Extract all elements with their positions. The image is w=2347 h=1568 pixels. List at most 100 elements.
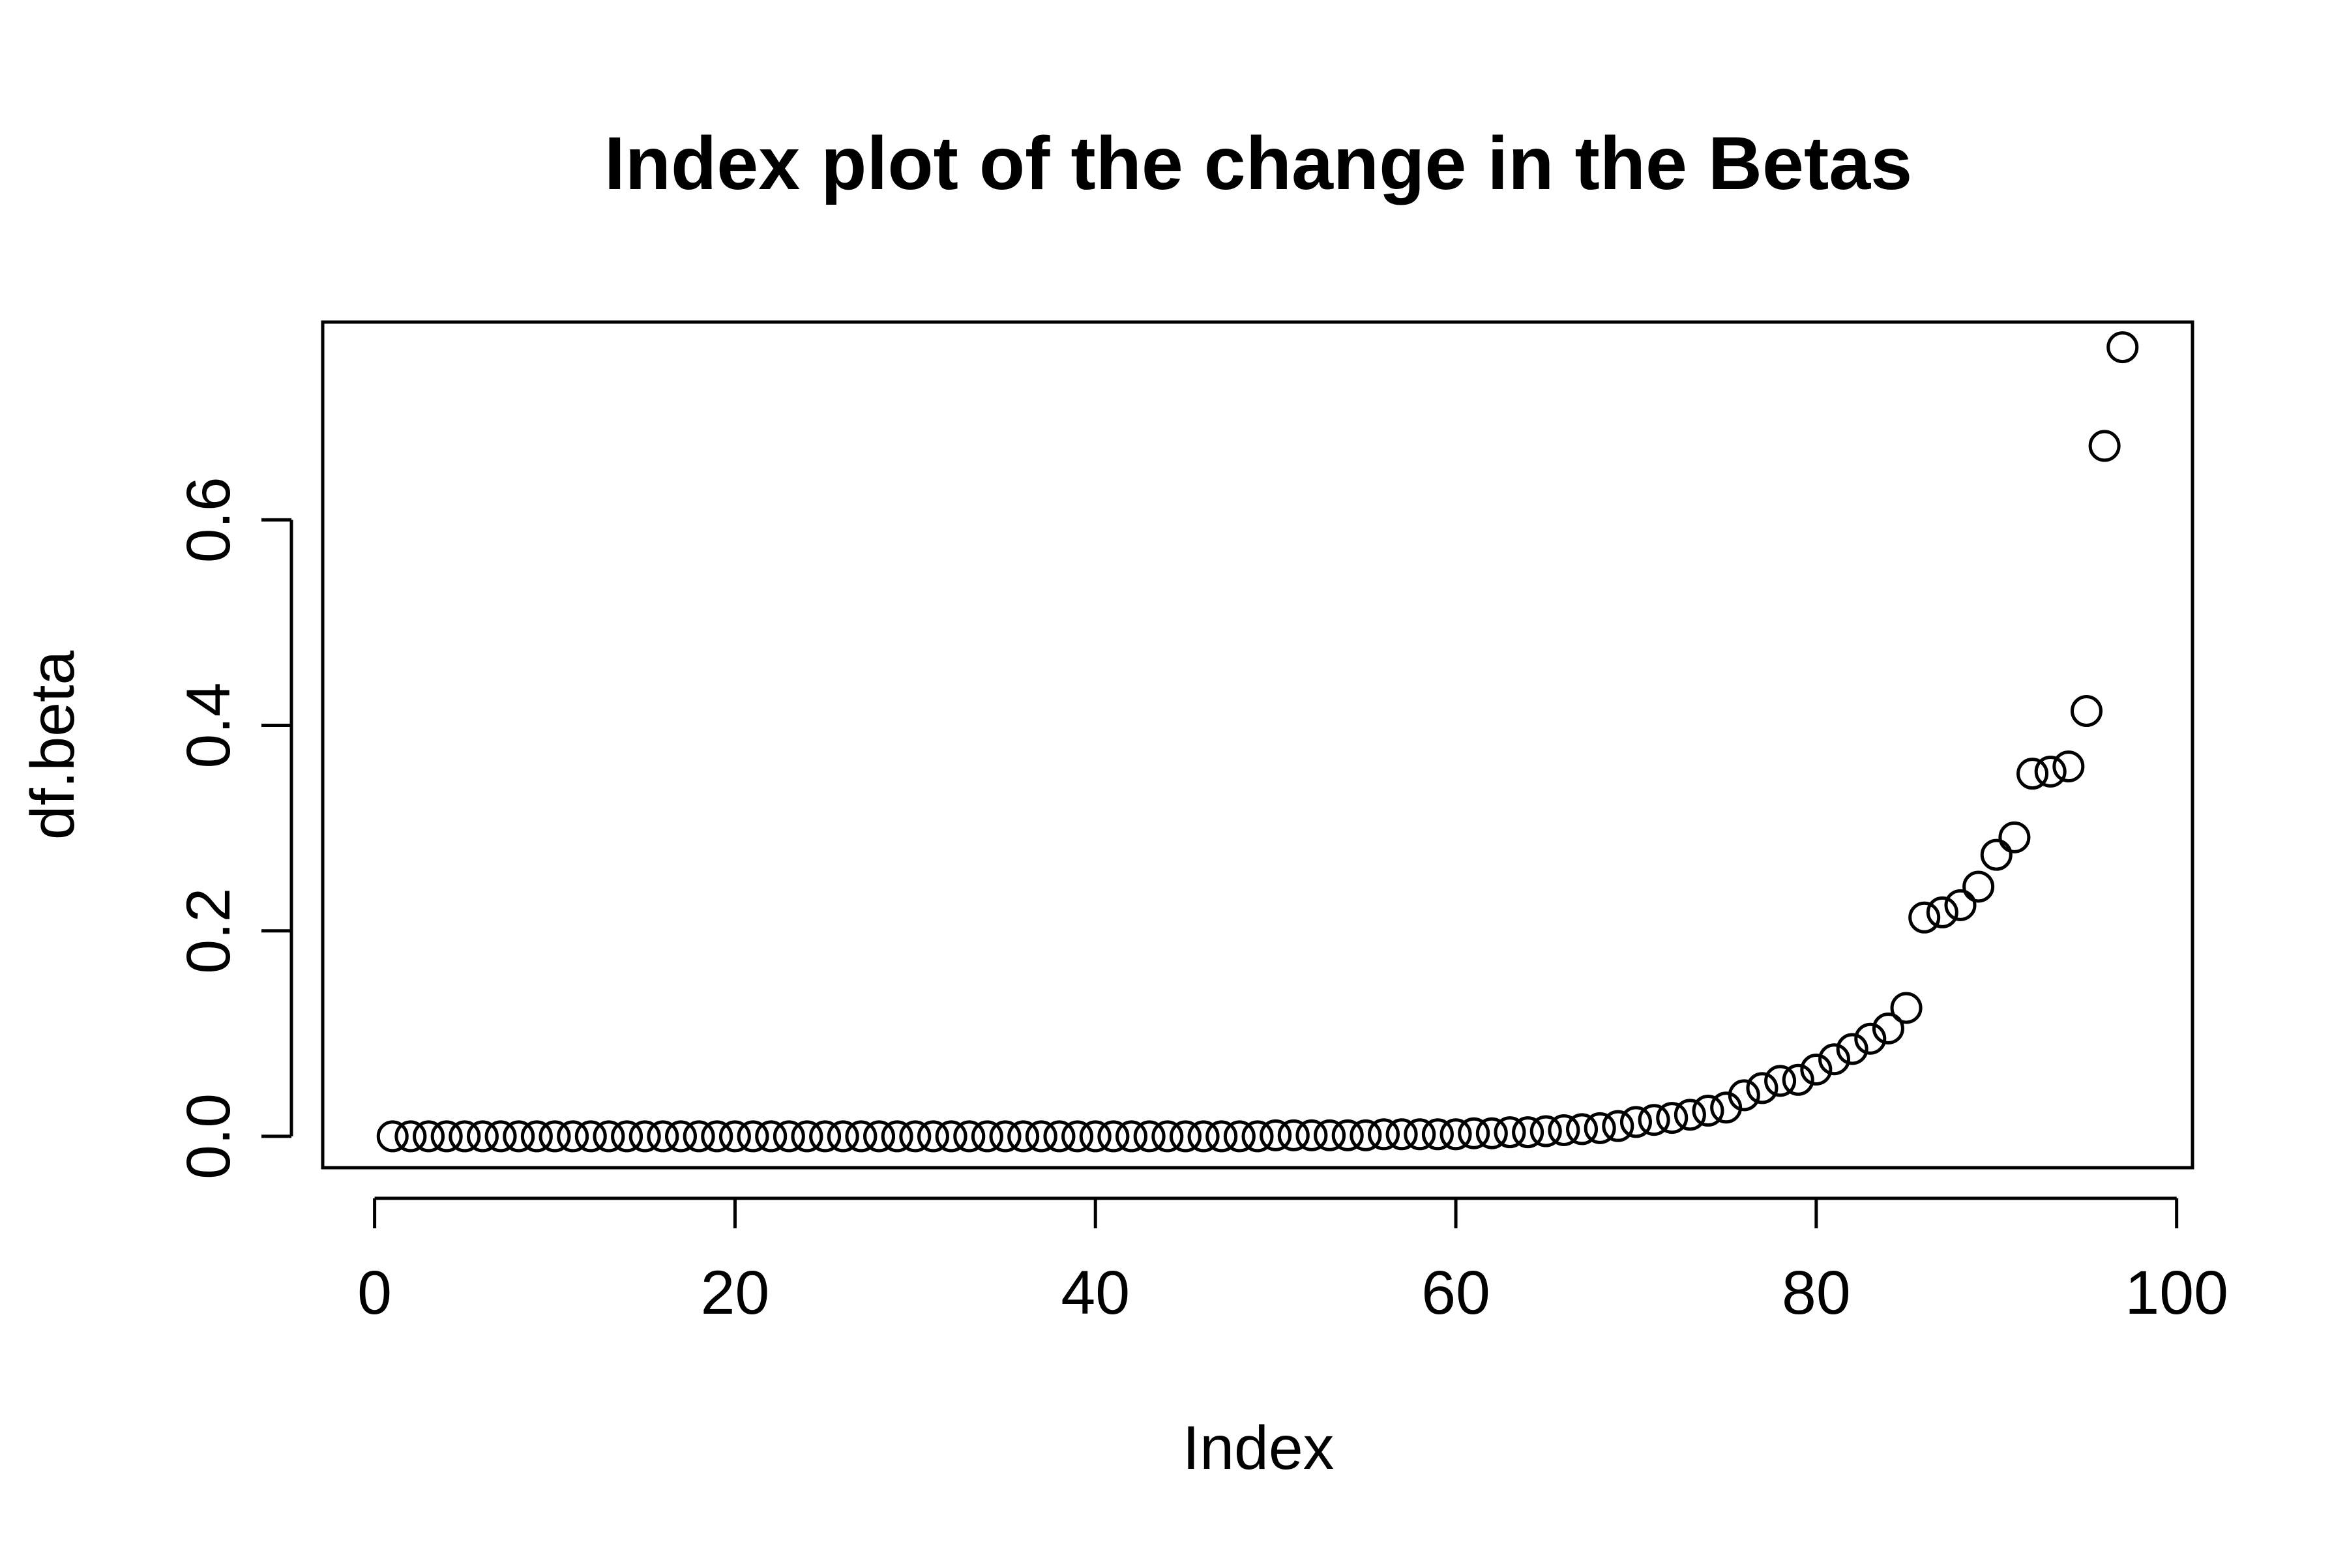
data-point bbox=[755, 1120, 788, 1153]
data-point bbox=[449, 1120, 481, 1153]
data-point bbox=[1205, 1120, 1238, 1153]
data-point bbox=[1800, 1053, 1833, 1086]
data-point bbox=[1097, 1120, 1130, 1153]
x-tick-label: 100 bbox=[2125, 1258, 2228, 1327]
data-point bbox=[413, 1120, 445, 1153]
data-point bbox=[1746, 1072, 1779, 1104]
data-point bbox=[1133, 1120, 1166, 1153]
data-points bbox=[376, 331, 2139, 1153]
data-point bbox=[1385, 1118, 1418, 1151]
data-point bbox=[664, 1120, 697, 1153]
data-point bbox=[1439, 1118, 1472, 1151]
data-point bbox=[557, 1120, 589, 1153]
data-point bbox=[593, 1120, 625, 1153]
data-point bbox=[1314, 1119, 1346, 1151]
data-point bbox=[1061, 1120, 1094, 1153]
data-point bbox=[1187, 1120, 1220, 1153]
data-point bbox=[1566, 1113, 1599, 1146]
y-tick-label: 0.6 bbox=[174, 477, 243, 563]
data-point bbox=[1350, 1119, 1382, 1151]
data-point bbox=[737, 1120, 769, 1153]
data-point bbox=[520, 1120, 553, 1153]
data-point bbox=[1295, 1119, 1328, 1151]
data-point bbox=[430, 1120, 463, 1153]
data-point bbox=[1656, 1102, 1689, 1134]
data-point bbox=[718, 1120, 751, 1153]
data-point bbox=[845, 1120, 878, 1153]
y-axis-label: df.beta bbox=[18, 651, 87, 840]
data-point bbox=[2070, 694, 2103, 727]
data-point bbox=[1512, 1116, 1544, 1149]
data-point bbox=[628, 1120, 661, 1153]
data-point bbox=[1764, 1065, 1797, 1097]
x-tick-label: 20 bbox=[701, 1258, 770, 1327]
data-point bbox=[1025, 1120, 1057, 1153]
chart-title: Index plot of the change in the Betas bbox=[604, 122, 1912, 205]
data-point bbox=[1007, 1120, 1040, 1153]
data-point bbox=[773, 1120, 805, 1153]
data-point bbox=[574, 1120, 607, 1153]
data-point bbox=[2052, 750, 2085, 783]
data-point bbox=[1494, 1116, 1526, 1149]
plot-area-frame bbox=[321, 320, 2194, 1170]
data-point bbox=[683, 1120, 715, 1153]
data-point bbox=[2016, 758, 2049, 790]
data-point bbox=[1529, 1115, 1562, 1147]
y-tick-label: 0.4 bbox=[174, 683, 243, 769]
y-tick-label: 0.0 bbox=[174, 1093, 243, 1179]
x-axis-label: Index bbox=[1183, 1413, 1334, 1483]
data-point bbox=[466, 1120, 499, 1153]
x-axis: 0 20 40 60 80 100 bbox=[357, 1196, 2228, 1327]
data-point bbox=[1980, 838, 2013, 871]
data-point bbox=[1619, 1106, 1652, 1138]
data-point bbox=[611, 1120, 643, 1153]
data-point bbox=[1638, 1104, 1670, 1136]
data-point bbox=[1908, 901, 1941, 934]
y-tick-label: 0.2 bbox=[174, 888, 243, 974]
data-point bbox=[827, 1120, 859, 1153]
data-point bbox=[1890, 992, 1923, 1024]
data-point bbox=[1169, 1120, 1202, 1153]
data-point bbox=[1998, 821, 2031, 853]
data-point bbox=[953, 1120, 986, 1153]
data-point bbox=[1692, 1095, 1724, 1127]
data-point bbox=[2088, 430, 2121, 462]
data-point bbox=[1079, 1120, 1112, 1153]
data-point bbox=[1782, 1063, 1814, 1096]
data-point bbox=[1151, 1120, 1184, 1153]
x-tick-label: 60 bbox=[1421, 1258, 1490, 1327]
data-point bbox=[1962, 870, 1995, 903]
data-point bbox=[917, 1120, 949, 1153]
data-point bbox=[1223, 1120, 1256, 1153]
data-point bbox=[1602, 1110, 1634, 1142]
data-point bbox=[1043, 1120, 1076, 1153]
data-point bbox=[1404, 1118, 1436, 1151]
data-point bbox=[971, 1120, 1003, 1153]
data-point bbox=[1926, 896, 1958, 928]
x-tick-label: 40 bbox=[1061, 1258, 1130, 1327]
x-tick-label: 80 bbox=[1782, 1258, 1851, 1327]
data-point bbox=[1241, 1120, 1274, 1153]
data-point bbox=[863, 1120, 896, 1153]
data-point bbox=[881, 1120, 913, 1153]
data-point bbox=[989, 1120, 1022, 1153]
data-point bbox=[1674, 1099, 1706, 1131]
data-point bbox=[1872, 1012, 1904, 1044]
data-point bbox=[1115, 1120, 1148, 1153]
data-point bbox=[1458, 1117, 1490, 1149]
data-point bbox=[376, 1120, 409, 1153]
data-point bbox=[394, 1120, 427, 1153]
x-tick-label: 0 bbox=[357, 1258, 392, 1327]
data-point bbox=[1367, 1118, 1400, 1151]
data-point bbox=[2034, 755, 2067, 788]
data-point bbox=[1728, 1079, 1760, 1112]
data-point bbox=[791, 1120, 823, 1153]
data-point bbox=[701, 1120, 733, 1153]
data-point bbox=[1260, 1119, 1292, 1151]
data-point bbox=[1584, 1112, 1616, 1144]
data-point bbox=[1854, 1022, 1887, 1055]
data-point bbox=[1548, 1114, 1580, 1146]
